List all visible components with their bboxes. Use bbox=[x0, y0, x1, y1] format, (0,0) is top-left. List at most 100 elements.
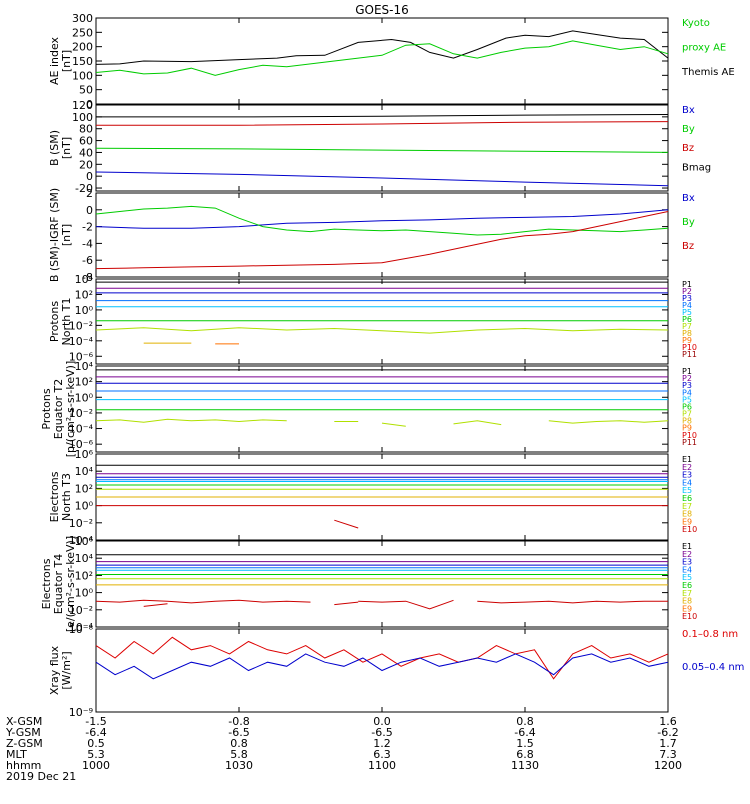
series-line-p11 bbox=[548, 420, 669, 424]
y-tick-label: 10⁶ bbox=[75, 535, 94, 548]
footer-row-label: Z-GSM bbox=[6, 737, 43, 750]
legend-entry: E7 bbox=[682, 502, 692, 511]
legend-entry: E6 bbox=[682, 581, 692, 590]
footer-value-z-gsm: 1.5 bbox=[516, 737, 534, 750]
y-tick-label: 10⁰ bbox=[75, 391, 94, 404]
panel-pn: 10⁴ 10² 10⁰ 10⁻² 10⁻⁴ 10⁻⁶ ProtonsNorth T1 P1P2… bbox=[48, 273, 697, 365]
y-tick-label: 10² bbox=[75, 288, 93, 301]
footer-value-x-gsm: 0.0 bbox=[373, 715, 391, 728]
y-axis-label: ProtonsNorth T1 bbox=[48, 298, 73, 346]
legend-entry: E4 bbox=[682, 478, 692, 487]
legend-entry: E10 bbox=[682, 525, 697, 534]
y-axis-label-line: Electrons bbox=[48, 471, 61, 522]
y-axis-label-line: [nT] bbox=[60, 137, 73, 159]
legend-entry: P1 bbox=[682, 367, 692, 376]
legend-entry: P6 bbox=[682, 315, 692, 324]
y-tick-label: 10⁻² bbox=[69, 604, 93, 617]
legend-entry: Bz bbox=[682, 241, 694, 252]
series-line-by bbox=[95, 147, 669, 153]
legend-entry: E10 bbox=[682, 612, 697, 621]
footer-value-hhmm: 1130 bbox=[511, 759, 539, 772]
legend-entry: E1 bbox=[682, 542, 692, 551]
y-tick-label: 10⁻⁴ bbox=[69, 534, 94, 547]
y-axis-label-line: [p/(cm²-s-sr-keV)] bbox=[64, 361, 77, 458]
y-tick-label: 10⁻⁶ bbox=[69, 350, 94, 363]
y-axis-label: ProtonsEquator T2[p/(cm²-s-sr-keV)] bbox=[40, 361, 77, 458]
y-tick-label: -2 bbox=[82, 221, 93, 234]
legend-entry: By bbox=[682, 124, 695, 135]
legend-entry: Kyoto bbox=[682, 18, 710, 29]
y-tick-label: 10⁶ bbox=[75, 448, 94, 461]
footer-value-y-gsm: -6.5 bbox=[228, 726, 249, 739]
y-tick-label: 10⁰ bbox=[75, 587, 94, 600]
footer-value-z-gsm: 0.5 bbox=[87, 737, 105, 750]
y-tick-label: 50 bbox=[79, 84, 93, 97]
footer-value-x-gsm: -1.5 bbox=[85, 715, 106, 728]
legend-entry: E9 bbox=[682, 604, 692, 613]
legend-entry: P7 bbox=[682, 322, 692, 331]
y-tick-label: 10⁻⁶ bbox=[69, 438, 94, 451]
y-axis-label-line: B (SM) bbox=[48, 130, 61, 166]
series-line-by bbox=[95, 205, 669, 236]
y-tick-label: 10⁻⁴ bbox=[69, 423, 94, 436]
legend-entry: P4 bbox=[682, 301, 692, 310]
footer-value-hhmm: 1000 bbox=[82, 759, 110, 772]
legend-entry: E2 bbox=[682, 463, 692, 472]
y-tick-label: 2 bbox=[86, 187, 93, 200]
series-line-e12 bbox=[358, 599, 454, 610]
y-tick-label: 0 bbox=[86, 98, 93, 111]
series-line-bx bbox=[95, 209, 669, 229]
y-tick-label: 10⁻⁹ bbox=[69, 706, 93, 719]
y-tick-label: 20 bbox=[79, 158, 93, 171]
y-tick-label: 250 bbox=[72, 26, 93, 39]
series-line-0-05-0-4-nm bbox=[95, 653, 669, 680]
footer-value-mlt: 5.8 bbox=[230, 748, 248, 761]
series-line-bz bbox=[95, 211, 669, 270]
legend-entry: E5 bbox=[682, 573, 692, 582]
footer-value-mlt: 5.3 bbox=[87, 748, 105, 761]
legend-entry: P8 bbox=[682, 417, 692, 426]
footer-value-mlt: 6.8 bbox=[516, 748, 534, 761]
legend-entry: 0.05–0.4 nm bbox=[682, 662, 744, 673]
y-tick-label: 10² bbox=[75, 569, 93, 582]
legend-entry: P9 bbox=[682, 424, 692, 433]
y-axis-label-line: [nT] bbox=[60, 50, 73, 72]
footer-value-mlt: 6.3 bbox=[373, 748, 391, 761]
y-tick-label: 10² bbox=[75, 376, 93, 389]
footer-value-y-gsm: -6.2 bbox=[657, 726, 678, 739]
y-axis-label-line: Protons bbox=[40, 388, 53, 429]
y-tick-label: 10⁻² bbox=[69, 407, 93, 420]
legend-entry: P7 bbox=[682, 410, 692, 419]
y-tick-label: 10⁰ bbox=[75, 500, 94, 513]
series-line-e11 bbox=[334, 601, 359, 606]
legend-entry: Bx bbox=[682, 105, 695, 116]
legend-entry: P8 bbox=[682, 329, 692, 338]
footer-value-hhmm: 1100 bbox=[368, 759, 396, 772]
legend-entry: P10 bbox=[682, 343, 697, 352]
y-axis-label-line: [nT] bbox=[60, 224, 73, 246]
legend-entry: Themis AE bbox=[681, 67, 735, 78]
y-axis-label: B (SM)-IGRF (SM)[nT] bbox=[48, 188, 73, 282]
panel-bdiff: -8 -6 -4 -2 0 2 B (SM)-IGRF (SM)[nT] Bx By Bz bbox=[48, 187, 695, 284]
legend-entry: E6 bbox=[682, 494, 692, 503]
legend-entry: P3 bbox=[682, 294, 692, 303]
y-tick-label: 10⁻² bbox=[69, 319, 93, 332]
y-axis-label-line: Xray flux bbox=[48, 645, 61, 695]
legend-entry: P10 bbox=[682, 431, 697, 440]
y-tick-label: -4 bbox=[82, 237, 93, 250]
footer-value-x-gsm: 0.8 bbox=[516, 715, 534, 728]
legend-entry: P1 bbox=[682, 280, 692, 289]
series-line-e9 bbox=[95, 599, 311, 604]
legend-entry: P3 bbox=[682, 381, 692, 390]
legend-entry: E3 bbox=[682, 471, 692, 480]
y-axis-label-line: North T1 bbox=[60, 298, 73, 346]
legend-entry: 0.1–0.8 nm bbox=[682, 629, 738, 640]
legend-entry: E1 bbox=[682, 455, 692, 464]
y-axis-label-line: B (SM)-IGRF (SM) bbox=[48, 188, 61, 282]
y-axis-label: ElectronsEquator T4[e/(cm²-s-sr-keV)] bbox=[40, 536, 77, 632]
legend-entry: Bmag bbox=[682, 162, 711, 173]
y-axis-label-line: [W/m²] bbox=[60, 651, 73, 689]
footer-value-z-gsm: 0.8 bbox=[230, 737, 248, 750]
